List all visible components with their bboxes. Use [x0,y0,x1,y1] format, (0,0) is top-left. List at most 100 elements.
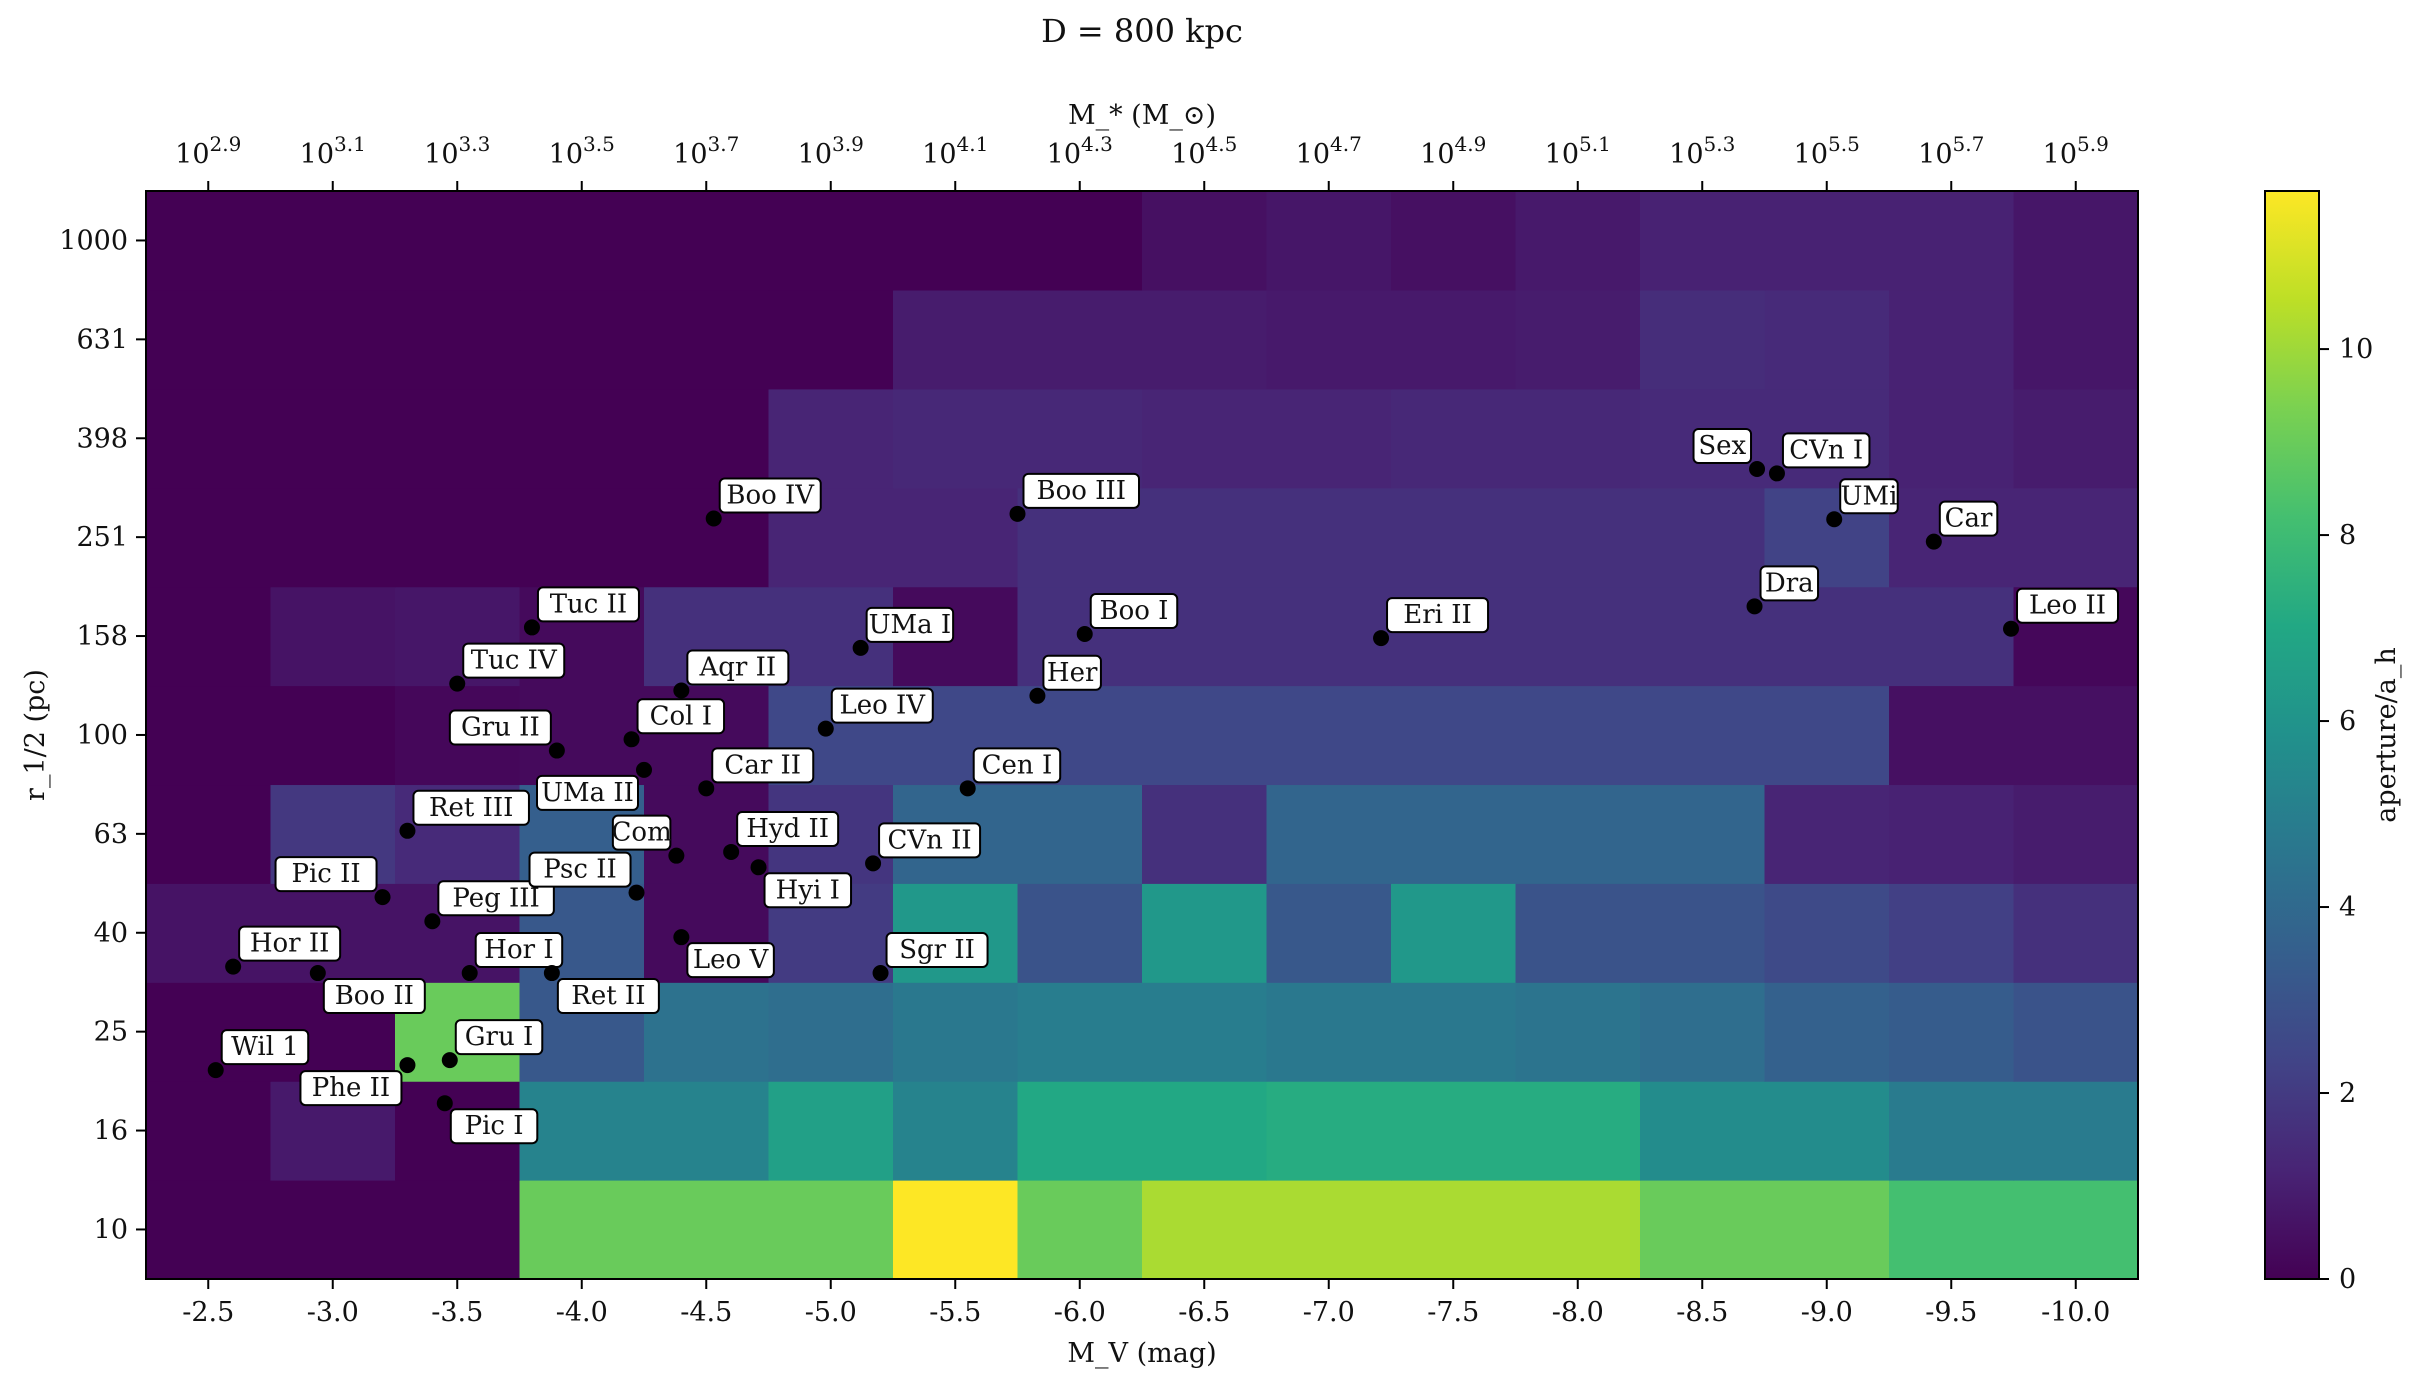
top-tick-label: 105.5 [1794,132,1860,170]
heatmap-cell [1017,191,1143,291]
heatmap-cell [1640,586,1766,687]
heatmap-cell [270,191,396,291]
heatmap-cell [893,388,1019,489]
heatmap-cell [395,191,521,291]
heatmap-cell [2013,1179,2139,1280]
y-tick-label: 1000 [59,225,128,256]
galaxy-label: UMa II [541,778,634,808]
colorbar-label: aperture/a_h [2371,647,2402,822]
galaxy-point [399,822,416,839]
galaxy-point [872,965,889,982]
galaxy-label: Boo II [335,981,414,1011]
galaxy-point [449,675,466,692]
galaxy-label: Dra [1765,568,1814,598]
x-tick-label: -5.5 [929,1297,981,1328]
x-tick-label: -7.5 [1427,1297,1479,1328]
galaxy-label: UMa I [869,610,952,640]
galaxy-label: Cen I [982,750,1053,780]
heatmap-cell [1515,784,1641,884]
galaxy-label: Leo V [693,945,770,975]
heatmap-cell [1515,883,1641,983]
galaxy-gru-i: Gru I [441,1019,544,1069]
heatmap-cell [395,388,521,489]
galaxy-point [723,843,740,860]
heatmap-cell [1640,487,1766,588]
galaxy-umi: UMi [1826,478,1899,528]
galaxy-com: Com [612,814,685,864]
galaxy-label-box [736,810,840,847]
galaxy-label: Sex [1698,431,1746,461]
heatmap-cell [644,289,770,390]
heatmap-cell [1889,982,2015,1082]
colorbar-ticks: 0 2 4 6 8 10 [2319,334,2373,1295]
heatmap-cell [1515,289,1641,390]
galaxy-label: Gru II [461,713,540,743]
galaxy-point [698,780,715,797]
x-axis-label: M_V (mag) [1067,1338,1216,1369]
galaxy-point [523,619,540,636]
galaxy-point [959,780,976,797]
heatmap-cell [2013,388,2139,489]
heatmap-cell [1889,685,2015,786]
heatmap-cell [146,1081,272,1181]
top-tick-label: 104.7 [1296,132,1362,170]
galaxy-aqr-ii: Aqr II [673,649,790,699]
galaxy-label-box [238,925,342,962]
heatmap-cell [1266,883,1392,983]
galaxy-label-box [1022,472,1140,509]
heatmap-cell [1142,685,1268,786]
heatmap-cell [1391,191,1517,291]
galaxy-point [1009,505,1026,522]
heatmap-cell [1889,1081,2015,1181]
heatmap-cell [1266,289,1392,390]
heatmap-cell [146,289,272,390]
heatmap-cell [768,388,894,489]
galaxy-hyi-i: Hyi I [750,859,853,909]
galaxy-label-box [1089,593,1179,630]
heatmap-cell [1266,982,1392,1082]
heatmap-cell [1017,388,1143,489]
galaxy-boo-iii: Boo III [1009,472,1140,522]
heatmap-cell [1266,1081,1392,1181]
galaxy-label: UMi [1841,481,1898,511]
x-tick-label: -7.0 [1303,1297,1355,1328]
top-tick-label: 103.1 [300,132,366,170]
galaxy-label: Hor I [484,935,553,965]
heatmap-cell [1266,388,1392,489]
galaxy-point [865,855,882,872]
galaxy-label: Aqr II [699,653,777,683]
heatmap-cell [2013,289,2139,390]
heatmap-cell [270,388,396,489]
galaxy-pic-ii: Pic II [274,856,391,906]
galaxy-phe-ii: Phe II [299,1057,416,1107]
galaxy-label: Psc II [543,855,617,885]
galaxy-point [441,1052,458,1069]
heatmap-cell [1640,1081,1766,1181]
heatmap-cell [1889,289,2015,390]
heatmap-cell [1142,883,1268,983]
colorbar-tick-label: 0 [2339,1264,2356,1295]
top-axis-label: M_* (M_⊙) [1068,100,1216,131]
galaxy-label: Boo I [1100,596,1169,626]
galaxy-label-box [536,586,640,623]
heatmap-cell [893,1179,1019,1280]
heatmap-cell [1640,289,1766,390]
heatmap-cell [1142,982,1268,1082]
galaxy-col-i: Col I [623,698,726,748]
galaxy-label-box [462,642,566,679]
top-tick-label: 104.3 [1047,132,1113,170]
heatmap-cell [1640,685,1766,786]
top-tick-label: 102.9 [175,132,241,170]
colorbar-tick-label: 6 [2339,706,2356,737]
heatmap-cell [146,1179,272,1280]
galaxy-point [750,859,767,876]
galaxy-label: Eri II [1403,600,1472,630]
heatmap-cell [1266,586,1392,687]
galaxy-point [2003,620,2020,637]
galaxy-label: CVn I [1789,435,1863,465]
galaxy-cen-i: Cen I [959,747,1062,797]
heatmap-cell [768,289,894,390]
x-tick-label: -6.0 [1054,1297,1106,1328]
galaxy-point [817,720,834,737]
galaxy-label: Boo IV [726,480,815,510]
